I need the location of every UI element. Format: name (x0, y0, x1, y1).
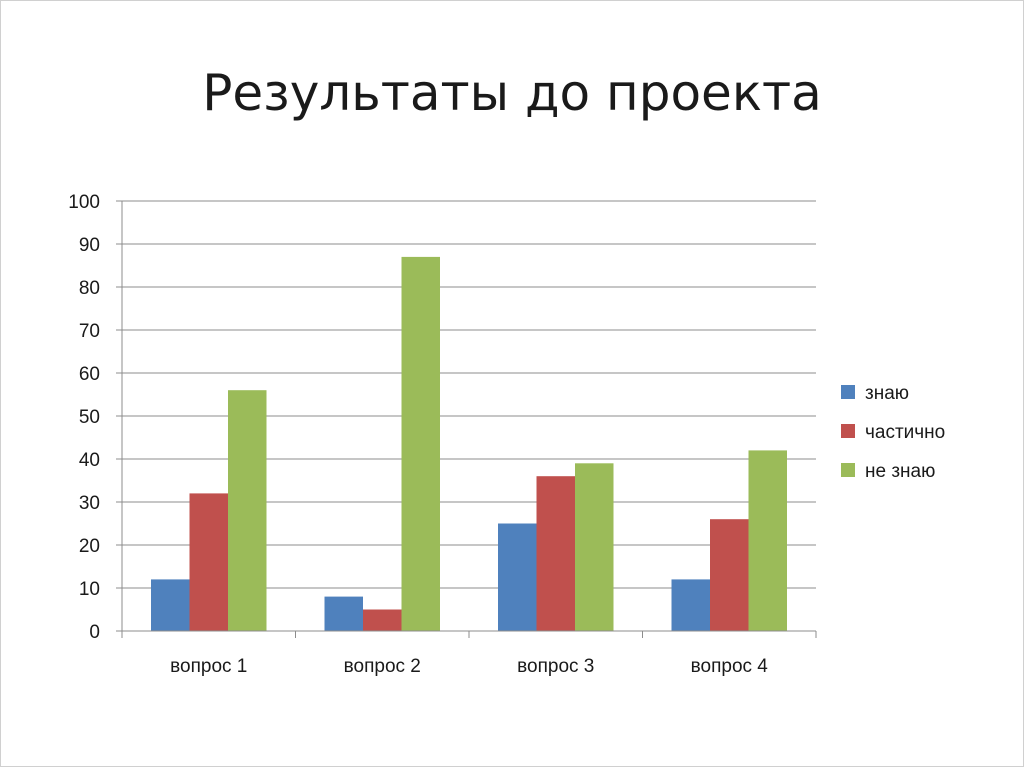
bar-знаю-2 (324, 596, 363, 631)
x-tick-label: вопрос 4 (691, 656, 769, 677)
x-axis-tick-labels: вопрос 1 вопрос 2 вопрос 3 вопрос 4 (170, 656, 768, 677)
y-tick-label: 30 (79, 493, 100, 514)
x-tick-label: вопрос 2 (344, 656, 421, 677)
bar-не-знаю-4 (748, 450, 787, 631)
legend-swatch (841, 424, 855, 438)
bar-не-знаю-1 (228, 390, 267, 631)
y-axis-tick-labels: 0 10 20 30 40 50 60 70 80 90 100 (68, 192, 100, 643)
bars (151, 256, 787, 631)
y-tick-label: 90 (79, 235, 100, 256)
bar-не-знаю-3 (575, 463, 614, 631)
x-tick-label: вопрос 3 (517, 656, 594, 677)
bar-знаю-3 (498, 523, 537, 631)
bar-знаю-1 (151, 579, 190, 631)
y-tick-label: 40 (79, 450, 100, 471)
bar-частично-2 (363, 609, 402, 631)
legend-label: не знаю (865, 461, 935, 482)
legend-swatch (841, 385, 855, 399)
legend-label: частично (865, 422, 945, 443)
y-tick-label: 10 (79, 579, 100, 600)
legend-label: знаю (865, 383, 909, 404)
bar-не-знаю-2 (401, 256, 440, 631)
bar-частично-1 (189, 493, 228, 631)
y-tick-label: 60 (79, 364, 100, 385)
y-tick-label: 20 (79, 536, 100, 557)
y-tick-label: 50 (79, 407, 100, 428)
bar-частично-3 (536, 476, 575, 631)
y-tick-label: 70 (79, 321, 100, 342)
y-tick-label: 80 (79, 278, 100, 299)
bar-частично-4 (710, 519, 749, 631)
y-tick-label: 0 (89, 622, 100, 643)
x-tick-label: вопрос 1 (170, 656, 247, 677)
legend: знаю частично не знаю (841, 383, 945, 482)
slide-title: Результаты до проекта (202, 64, 822, 122)
axes (116, 200, 817, 638)
bar-знаю-4 (671, 579, 710, 631)
y-tick-label: 100 (68, 192, 100, 213)
legend-swatch (841, 463, 855, 477)
